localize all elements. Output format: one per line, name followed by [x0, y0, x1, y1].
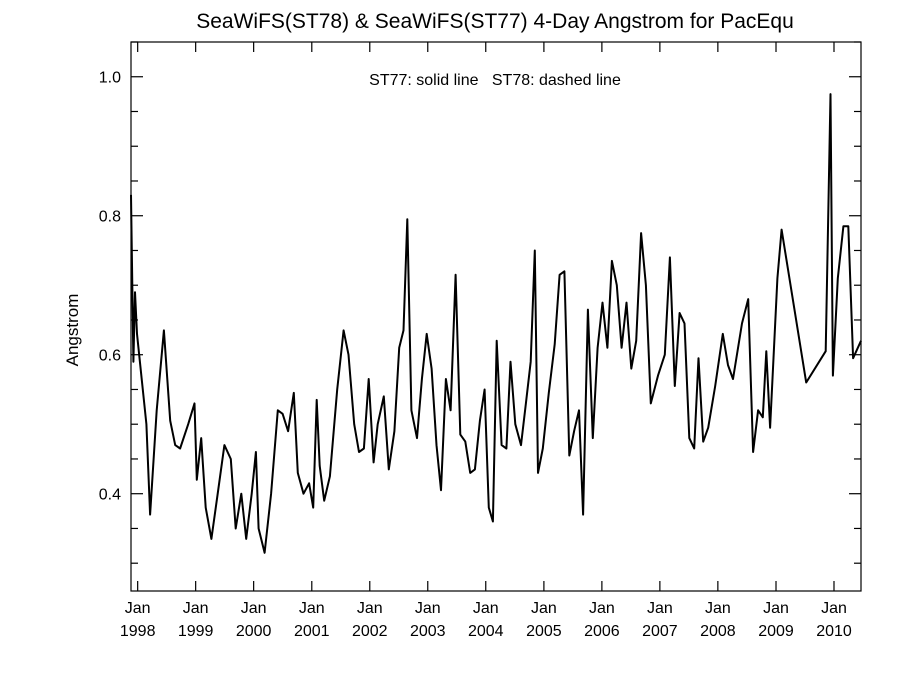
x-tick-label-month: Jan — [473, 600, 499, 617]
x-tick-label-year: 2009 — [758, 623, 794, 640]
y-axis-label: Angstrom — [63, 294, 82, 367]
x-tick-label-month: Jan — [647, 600, 673, 617]
x-tick-label-year: 2003 — [410, 623, 446, 640]
series-layer — [130, 93, 862, 554]
x-tick-label-year: 2002 — [352, 623, 388, 640]
x-tick-label-month: Jan — [125, 600, 151, 617]
x-tick-label-year: 2001 — [294, 623, 330, 640]
y-tick-label: 0.4 — [99, 487, 121, 504]
x-tick-label-year: 1998 — [120, 623, 156, 640]
x-tick-label-year: 1999 — [178, 623, 214, 640]
x-tick-label-year: 2008 — [700, 623, 736, 640]
x-tick-label-month: Jan — [531, 600, 557, 617]
x-tick-label-year: 2006 — [584, 623, 620, 640]
x-tick-label-month: Jan — [589, 600, 615, 617]
chart-title: SeaWiFS(ST78) & SeaWiFS(ST77) 4-Day Angs… — [196, 10, 794, 33]
y-tick-label: 1.0 — [99, 70, 121, 87]
x-tick-label-year: 2000 — [236, 623, 272, 640]
x-tick-label-year: 2005 — [526, 623, 562, 640]
plot-frame — [130, 41, 862, 592]
x-tick-label-month: Jan — [415, 600, 441, 617]
x-tick-label-month: Jan — [357, 600, 383, 617]
series-style-annotation: ST77: solid line ST78: dashed line — [369, 72, 621, 89]
y-tick-label: 0.8 — [99, 209, 121, 226]
x-tick-label-month: Jan — [299, 600, 325, 617]
x-tick-label-month: Jan — [183, 600, 209, 617]
x-tick-label-month: Jan — [705, 600, 731, 617]
x-tick-label-month: Jan — [821, 600, 847, 617]
x-tick-label-month: Jan — [763, 600, 789, 617]
x-tick-label-month: Jan — [241, 600, 267, 617]
x-tick-label-year: 2010 — [816, 623, 852, 640]
series-line-st77 — [130, 93, 862, 554]
x-tick-label-year: 2007 — [642, 623, 678, 640]
y-tick-label: 0.6 — [99, 348, 121, 365]
x-axis: Jan 1998 Jan 1999 Jan 2000 Jan 2001 Jan 2002 Jan 20… — [120, 42, 852, 640]
x-tick-label-year: 2004 — [468, 623, 504, 640]
y-axis: 0.4 0.6 0.8 1.0 — [99, 41, 861, 564]
